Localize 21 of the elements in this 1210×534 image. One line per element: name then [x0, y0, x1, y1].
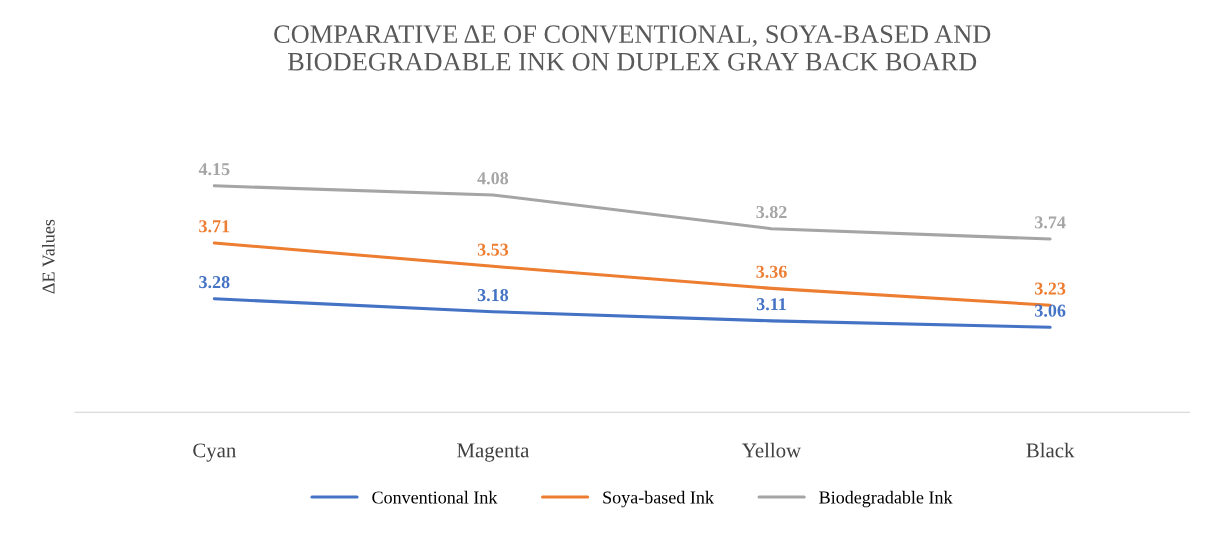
x-tick-label: Yellow — [742, 442, 802, 458]
data-label: 3.23 — [1035, 282, 1066, 295]
y-axis-title: ΔE Values — [41, 219, 55, 294]
data-label: 3.06 — [1035, 304, 1066, 317]
chart-title: COMPARATIVE ΔE OF CONVENTIONAL, SOYA-BASED AND BIODEGRADABLE INK ON DUPLEX GRAY BACK BOARD — [274, 25, 991, 71]
data-label: 3.71 — [199, 220, 230, 233]
data-label: 3.74 — [1035, 216, 1066, 229]
data-label: 3.53 — [477, 243, 509, 256]
x-tick-label: Magenta — [457, 443, 530, 462]
data-label: 3.36 — [756, 265, 787, 278]
legend-label: Conventional Ink — [372, 490, 498, 504]
data-label: 3.82 — [756, 205, 787, 219]
legend-label: Soya-based Ink — [603, 490, 714, 508]
data-label: 4.08 — [477, 172, 509, 185]
data-label: 3.28 — [199, 275, 230, 289]
data-label: 3.18 — [477, 288, 509, 302]
data-label: 4.15 — [198, 163, 230, 176]
legend-label: Biodegradable Ink — [819, 490, 953, 508]
x-tick-label: Black — [1026, 442, 1075, 458]
x-tick-label: Cyan — [193, 443, 236, 462]
data-label: 3.11 — [756, 298, 786, 311]
